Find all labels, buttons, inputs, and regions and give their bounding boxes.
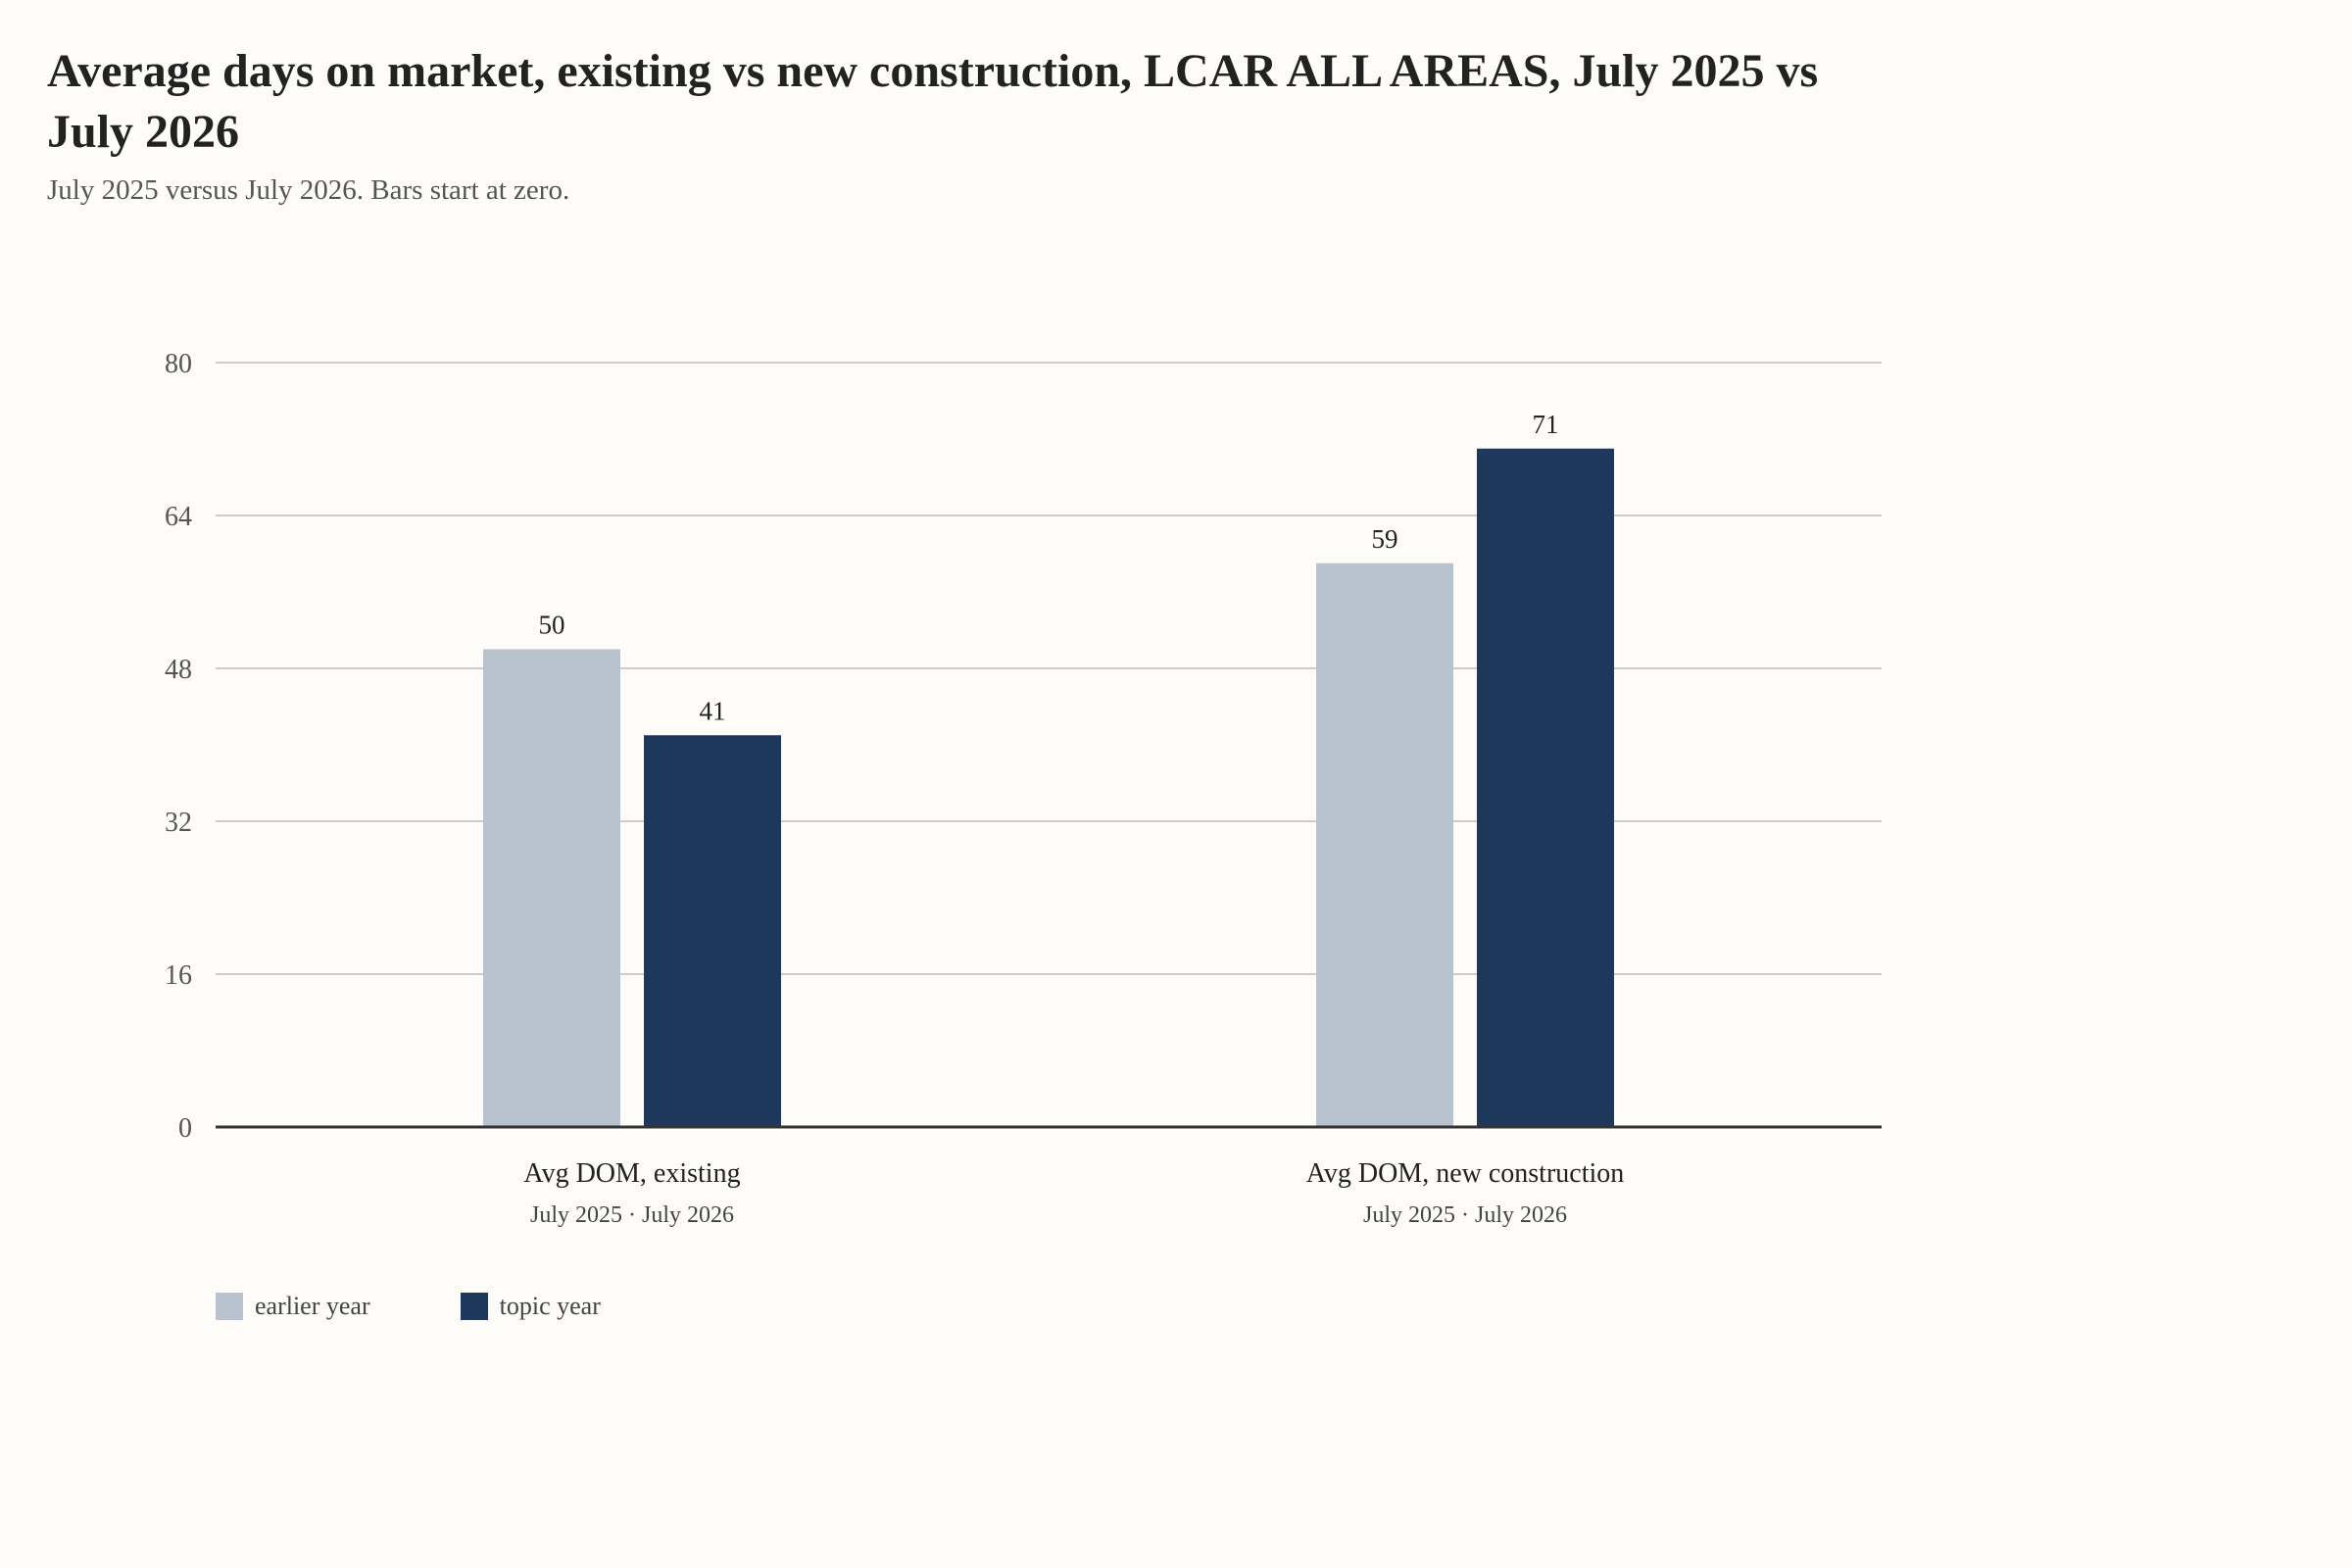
bar-topic-1 — [644, 735, 781, 1127]
y-tick-label: 32 — [165, 808, 192, 838]
data-label: 59 — [1372, 524, 1398, 554]
legend-label-topic: topic year — [499, 1292, 601, 1320]
legend-item-topic: topic year — [460, 1292, 601, 1321]
y-tick-label: 64 — [165, 502, 192, 532]
x-category-label: Avg DOM, existing — [523, 1158, 740, 1189]
chart-title: Average days on market, existing vs new … — [47, 45, 1819, 158]
legend-item-earlier: earlier year — [216, 1292, 370, 1321]
y-tick-label: 80 — [165, 349, 192, 379]
x-category-label: Avg DOM, new construction — [1306, 1158, 1625, 1189]
bar-earlier-2 — [1316, 563, 1453, 1127]
x-category-sublabel: July 2025 · July 2026 — [530, 1202, 734, 1228]
y-tick-label: 48 — [165, 655, 192, 685]
legend-swatch-topic — [460, 1293, 488, 1320]
data-label: 50 — [539, 611, 565, 640]
x-category-sublabel: July 2025 · July 2026 — [1363, 1202, 1567, 1228]
chart-subtitle: July 2025 versus July 2026. Bars start a… — [47, 174, 570, 206]
bar-topic-2 — [1477, 448, 1614, 1127]
legend-swatch-earlier — [216, 1293, 243, 1320]
legend-label-earlier: earlier year — [255, 1292, 370, 1320]
data-label: 41 — [700, 696, 726, 725]
y-tick-label: 0 — [178, 1113, 192, 1144]
data-label: 71 — [1533, 410, 1559, 439]
y-tick-label: 16 — [165, 960, 192, 991]
bar-earlier-1 — [483, 649, 620, 1127]
chart-legend: earlier year topic year — [216, 1292, 601, 1321]
